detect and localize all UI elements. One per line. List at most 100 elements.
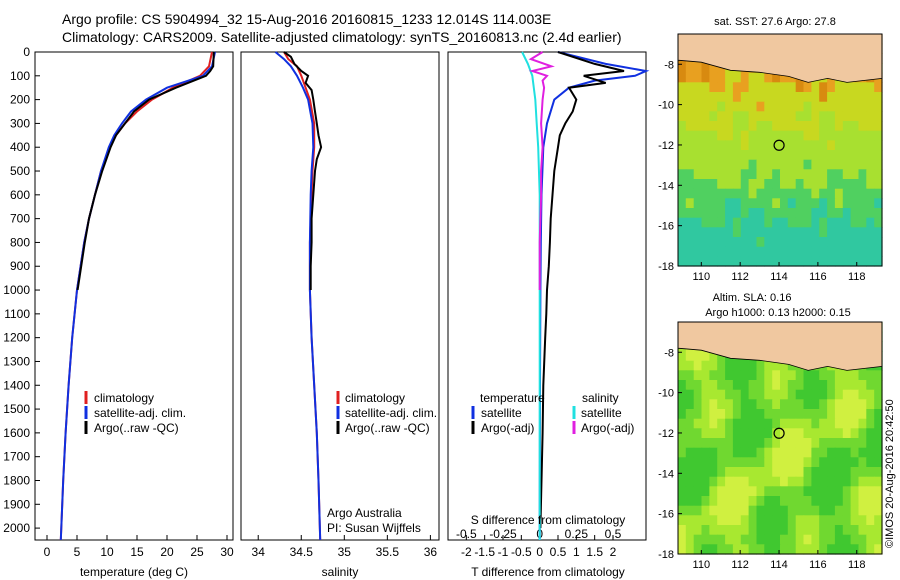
map-cell xyxy=(795,237,805,248)
map-cell xyxy=(740,256,750,267)
map-cell xyxy=(842,217,852,228)
map-cell xyxy=(709,82,718,93)
map-cell xyxy=(717,438,726,449)
map-cell xyxy=(780,496,789,507)
map-cell xyxy=(811,476,820,487)
map-cell xyxy=(709,496,718,507)
map-cell xyxy=(795,389,805,400)
map-cell xyxy=(842,418,852,429)
map-cell xyxy=(819,525,828,536)
map-cell xyxy=(787,111,797,122)
map-cell xyxy=(756,418,765,429)
map-cell xyxy=(693,505,703,516)
map-cell xyxy=(819,505,828,516)
map-cell xyxy=(780,82,789,93)
map-y-tick-label: -8 xyxy=(664,347,674,359)
map-cell xyxy=(834,544,844,555)
map-cell xyxy=(827,534,836,545)
map-cell xyxy=(819,399,828,410)
map-cell xyxy=(827,409,836,420)
map-cell xyxy=(725,399,734,410)
map-cell xyxy=(866,169,875,180)
map-cell xyxy=(693,370,703,381)
map-cell xyxy=(834,476,844,487)
map-cell xyxy=(725,246,734,257)
map-cell xyxy=(811,399,820,410)
map-x-tick-label: 114 xyxy=(770,559,788,571)
map-cell xyxy=(756,515,765,526)
map-cell xyxy=(827,130,836,141)
map-cell xyxy=(709,525,718,536)
map-cell xyxy=(748,227,757,238)
map-cell xyxy=(780,467,789,478)
map-cell xyxy=(717,370,726,381)
map-cell xyxy=(842,246,852,257)
map-cell xyxy=(717,399,726,410)
map-cell xyxy=(725,101,734,112)
map-cell xyxy=(858,217,867,228)
map-cell xyxy=(787,418,797,429)
map-cell xyxy=(787,496,797,507)
map-cell xyxy=(701,351,710,362)
difference-plot: -2 -1.5 -1 -0.5 0 0.5 1 1.5 2-0.5 -0.25 0 0.25 0.5 xyxy=(456,51,650,559)
map-cell xyxy=(787,476,797,487)
map-cell xyxy=(842,496,852,507)
map-cell xyxy=(819,486,828,497)
map-cell xyxy=(842,101,852,112)
map-cell xyxy=(732,237,742,248)
map-cell xyxy=(678,409,687,420)
x-tick-label: 0 xyxy=(536,545,543,559)
map-cell xyxy=(685,101,695,112)
map-cell xyxy=(772,399,781,410)
map-cell xyxy=(811,496,820,507)
map-cell xyxy=(780,399,789,410)
map-cell xyxy=(756,159,765,170)
depth-tick-label: 1500 xyxy=(3,402,30,416)
map-cell xyxy=(678,92,687,103)
map-cell xyxy=(772,418,781,429)
map-cell xyxy=(850,111,859,122)
map-y-tick-label: -14 xyxy=(658,468,674,480)
map-cell xyxy=(819,140,828,151)
map-cell xyxy=(850,389,859,400)
map-cell xyxy=(803,256,812,267)
depth-tick-label: 1900 xyxy=(3,497,30,511)
map-cell xyxy=(725,360,734,371)
map-cell xyxy=(803,121,812,132)
map-cell xyxy=(709,72,718,83)
map-cell xyxy=(748,246,757,257)
map-cell xyxy=(685,544,695,555)
map-cell xyxy=(842,534,852,545)
map-cell xyxy=(685,438,695,449)
map-cell xyxy=(678,476,687,487)
map-cell xyxy=(819,457,828,468)
map-cell xyxy=(803,399,812,410)
map-cell xyxy=(717,256,726,267)
legend-satellite-label: satellite-adj. clim. xyxy=(345,406,437,420)
map-cell xyxy=(725,428,734,439)
map-cell xyxy=(678,370,687,381)
map-cell xyxy=(795,150,805,161)
map-cell xyxy=(819,246,828,257)
map-cell xyxy=(874,111,883,122)
map-cell xyxy=(725,130,734,141)
depth-tick-label: 1800 xyxy=(3,473,30,487)
map-cell xyxy=(834,515,844,526)
map-cell xyxy=(732,496,742,507)
map-cell xyxy=(748,140,757,151)
map-cell xyxy=(748,111,757,122)
map-cell xyxy=(701,179,710,190)
map-cell xyxy=(717,457,726,468)
map-cell xyxy=(850,217,859,228)
map-cell xyxy=(827,82,836,93)
map-cell xyxy=(678,496,687,507)
map-cell xyxy=(693,515,703,526)
map-cell xyxy=(772,525,781,536)
map-cell xyxy=(866,447,875,458)
map-cell xyxy=(780,169,789,180)
map-cell xyxy=(874,428,883,439)
map-cell xyxy=(787,256,797,267)
map-cell xyxy=(874,389,883,400)
map-cell xyxy=(827,237,836,248)
map-cell xyxy=(725,208,734,219)
